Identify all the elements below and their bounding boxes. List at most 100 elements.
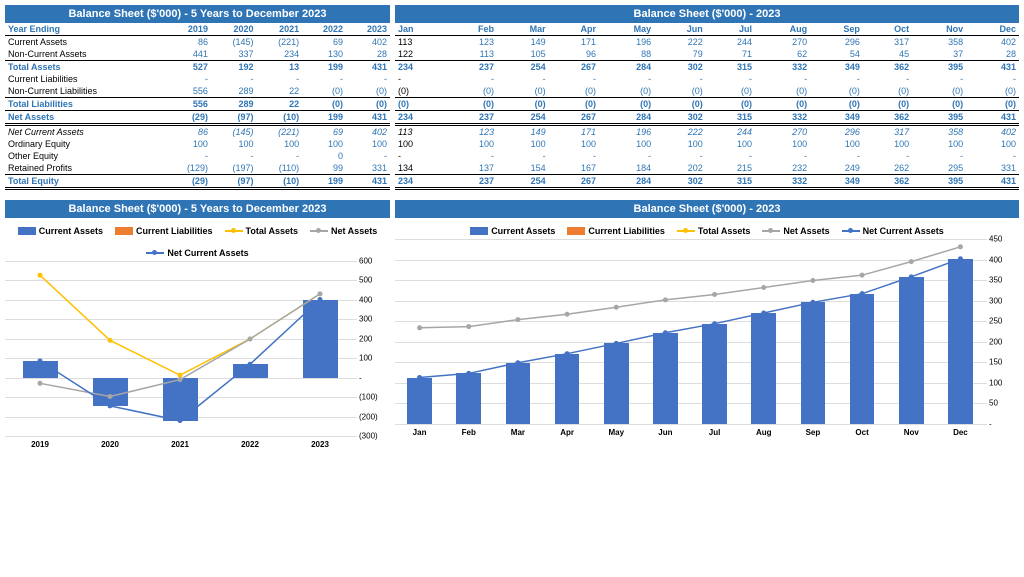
y-axis-label: 200 bbox=[989, 337, 1017, 346]
table-mon-title: Balance Sheet ($'000) - 2023 bbox=[395, 5, 1019, 23]
cell: (0) bbox=[966, 98, 1019, 111]
cell: 295 bbox=[912, 162, 966, 175]
cell: - bbox=[211, 73, 257, 85]
col-header: 2023 bbox=[346, 23, 390, 36]
y-axis-label: 300 bbox=[359, 315, 387, 324]
cell: 100 bbox=[706, 138, 755, 150]
x-axis-label: Sep bbox=[806, 428, 821, 437]
cell: - bbox=[863, 150, 912, 162]
cell: (0) bbox=[706, 85, 755, 98]
cell: - bbox=[497, 73, 549, 85]
cell: 267 bbox=[549, 111, 599, 125]
cell: 100 bbox=[810, 138, 863, 150]
legend-item: Current Assets bbox=[18, 226, 103, 236]
cell: 270 bbox=[755, 36, 810, 49]
table-row: Net Assets(29)(97)(10)199431 bbox=[5, 111, 390, 125]
y-axis-label: 250 bbox=[989, 317, 1017, 326]
cell: 234 bbox=[395, 175, 445, 189]
cell: 62 bbox=[755, 48, 810, 61]
x-axis-label: 2022 bbox=[241, 440, 259, 449]
table-row: Current Assets86(145)(221)69402 bbox=[5, 36, 390, 49]
cell: - bbox=[706, 150, 755, 162]
cell: 315 bbox=[706, 61, 755, 74]
y-axis-label: - bbox=[359, 373, 387, 382]
x-axis-label: Nov bbox=[904, 428, 919, 437]
y-axis-label: 600 bbox=[359, 257, 387, 266]
cell: (10) bbox=[257, 175, 303, 189]
cell: 431 bbox=[966, 111, 1019, 125]
table-row: 122113105968879716254453728 bbox=[395, 48, 1019, 61]
table-row: 234237254267284302315332349362395431 bbox=[395, 175, 1019, 189]
cell: 100 bbox=[445, 138, 497, 150]
x-axis-label: Dec bbox=[953, 428, 968, 437]
cell: - bbox=[654, 150, 706, 162]
cell: (0) bbox=[346, 85, 390, 98]
cell: 302 bbox=[654, 61, 706, 74]
row-label: Retained Profits bbox=[5, 162, 165, 175]
cell: 527 bbox=[165, 61, 211, 74]
cell: (10) bbox=[257, 111, 303, 125]
table-row: 100100100100100100100100100100100100 bbox=[395, 138, 1019, 150]
cell: 244 bbox=[706, 36, 755, 49]
table-row: Non-Current Assets44133723413028 bbox=[5, 48, 390, 61]
cell: - bbox=[966, 73, 1019, 85]
cell: 331 bbox=[346, 162, 390, 175]
cell: (0) bbox=[302, 85, 346, 98]
y-axis-label: 200 bbox=[359, 334, 387, 343]
x-axis-label: Feb bbox=[462, 428, 476, 437]
cell: 331 bbox=[966, 162, 1019, 175]
cell: (0) bbox=[599, 98, 654, 111]
cell: 71 bbox=[706, 48, 755, 61]
cell: 556 bbox=[165, 98, 211, 111]
x-axis-label: 2023 bbox=[311, 440, 329, 449]
x-axis-label: Jul bbox=[709, 428, 721, 437]
cell: (97) bbox=[211, 175, 257, 189]
cell: - bbox=[706, 73, 755, 85]
cell: 232 bbox=[755, 162, 810, 175]
cell: 196 bbox=[599, 125, 654, 139]
cell: 332 bbox=[755, 175, 810, 189]
cell: 86 bbox=[165, 125, 211, 139]
col-header: 2019 bbox=[165, 23, 211, 36]
cell: - bbox=[810, 73, 863, 85]
legend-item: Net Assets bbox=[310, 226, 377, 236]
cell: 100 bbox=[654, 138, 706, 150]
cell: - bbox=[395, 150, 445, 162]
cell: - bbox=[912, 73, 966, 85]
cell: 244 bbox=[706, 125, 755, 139]
cell: 395 bbox=[912, 175, 966, 189]
cell: - bbox=[346, 73, 390, 85]
cell: 199 bbox=[302, 111, 346, 125]
legend-item: Net Current Assets bbox=[842, 226, 944, 236]
cell: - bbox=[599, 150, 654, 162]
cell: 296 bbox=[810, 125, 863, 139]
cell: 37 bbox=[912, 48, 966, 61]
row-label: Total Assets bbox=[5, 61, 165, 74]
table-row: ------------ bbox=[395, 150, 1019, 162]
cell: 362 bbox=[863, 175, 912, 189]
legend-item: Net Assets bbox=[762, 226, 829, 236]
cell: (0) bbox=[549, 98, 599, 111]
cell: (0) bbox=[966, 85, 1019, 98]
x-axis-label: Jun bbox=[658, 428, 672, 437]
cell: - bbox=[912, 150, 966, 162]
y-axis-label: 100 bbox=[359, 354, 387, 363]
cell: (0) bbox=[810, 85, 863, 98]
cell: (129) bbox=[165, 162, 211, 175]
cell: 234 bbox=[395, 61, 445, 74]
y-axis-label: (200) bbox=[359, 412, 387, 421]
cell: (0) bbox=[395, 98, 445, 111]
x-axis-label: 2021 bbox=[171, 440, 189, 449]
cell: 315 bbox=[706, 111, 755, 125]
cell: 395 bbox=[912, 61, 966, 74]
cell: 284 bbox=[599, 111, 654, 125]
cell: 0 bbox=[302, 150, 346, 162]
cell: (197) bbox=[211, 162, 257, 175]
cell: - bbox=[165, 150, 211, 162]
cell: 113 bbox=[445, 48, 497, 61]
cell: (0) bbox=[706, 98, 755, 111]
cell: 113 bbox=[395, 125, 445, 139]
cell: 69 bbox=[302, 125, 346, 139]
cell: (221) bbox=[257, 125, 303, 139]
cell: 402 bbox=[966, 36, 1019, 49]
